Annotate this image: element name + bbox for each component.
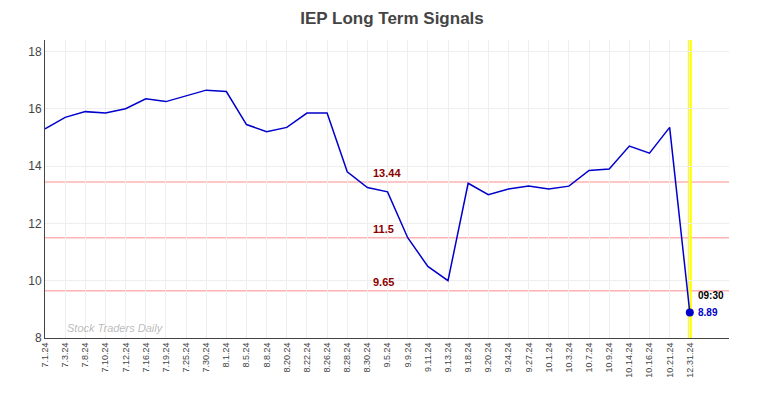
svg-text:16: 16 — [28, 102, 42, 116]
svg-text:Stock Traders Daily: Stock Traders Daily — [67, 322, 164, 334]
svg-text:9.11.24: 9.11.24 — [423, 343, 433, 372]
svg-text:8.89: 8.89 — [698, 307, 718, 318]
svg-text:11.5: 11.5 — [373, 223, 394, 235]
svg-text:8.26.24: 8.26.24 — [322, 343, 332, 373]
svg-text:10.1.24: 10.1.24 — [544, 343, 554, 373]
svg-text:7.25.24: 7.25.24 — [181, 343, 191, 373]
svg-text:8: 8 — [35, 331, 42, 345]
svg-text:9.65: 9.65 — [373, 276, 394, 288]
svg-text:7.10.24: 7.10.24 — [100, 343, 110, 373]
svg-text:9.9.24: 9.9.24 — [403, 343, 413, 368]
svg-text:8.1.24: 8.1.24 — [221, 343, 231, 368]
svg-text:7.19.24: 7.19.24 — [161, 343, 171, 373]
svg-text:10.16.24: 10.16.24 — [644, 343, 654, 378]
svg-text:12: 12 — [28, 217, 42, 231]
svg-text:10.14.24: 10.14.24 — [624, 343, 634, 378]
svg-text:10.9.24: 10.9.24 — [604, 343, 614, 373]
svg-text:8.5.24: 8.5.24 — [241, 343, 251, 368]
svg-text:8.8.24: 8.8.24 — [262, 343, 272, 368]
svg-text:7.3.24: 7.3.24 — [60, 343, 70, 368]
svg-text:7.12.24: 7.12.24 — [121, 343, 131, 373]
svg-text:8.20.24: 8.20.24 — [282, 343, 292, 373]
svg-text:13.44: 13.44 — [373, 167, 401, 179]
svg-text:10.21.24: 10.21.24 — [665, 343, 675, 378]
svg-text:10.3.24: 10.3.24 — [564, 343, 574, 373]
svg-text:09:30: 09:30 — [698, 290, 724, 301]
svg-text:9.24.24: 9.24.24 — [503, 343, 513, 373]
svg-text:9.20.24: 9.20.24 — [483, 343, 493, 373]
svg-text:9.13.24: 9.13.24 — [443, 343, 453, 373]
svg-text:7.30.24: 7.30.24 — [201, 343, 211, 373]
svg-text:7.8.24: 7.8.24 — [80, 343, 90, 368]
svg-text:8.30.24: 8.30.24 — [362, 343, 372, 373]
svg-text:9.5.24: 9.5.24 — [382, 343, 392, 368]
svg-text:8.28.24: 8.28.24 — [342, 343, 352, 373]
svg-text:8.22.24: 8.22.24 — [302, 343, 312, 373]
svg-text:18: 18 — [28, 45, 42, 59]
svg-text:9.18.24: 9.18.24 — [463, 343, 473, 373]
svg-text:14: 14 — [28, 159, 42, 173]
svg-text:12.31.24: 12.31.24 — [685, 343, 695, 378]
svg-text:IEP Long Term Signals: IEP Long Term Signals — [300, 9, 484, 28]
svg-text:7.1.24: 7.1.24 — [40, 343, 50, 368]
svg-text:10: 10 — [28, 274, 42, 288]
svg-text:9.27.24: 9.27.24 — [524, 343, 534, 373]
svg-text:7.16.24: 7.16.24 — [141, 343, 151, 373]
svg-text:10.7.24: 10.7.24 — [584, 343, 594, 373]
